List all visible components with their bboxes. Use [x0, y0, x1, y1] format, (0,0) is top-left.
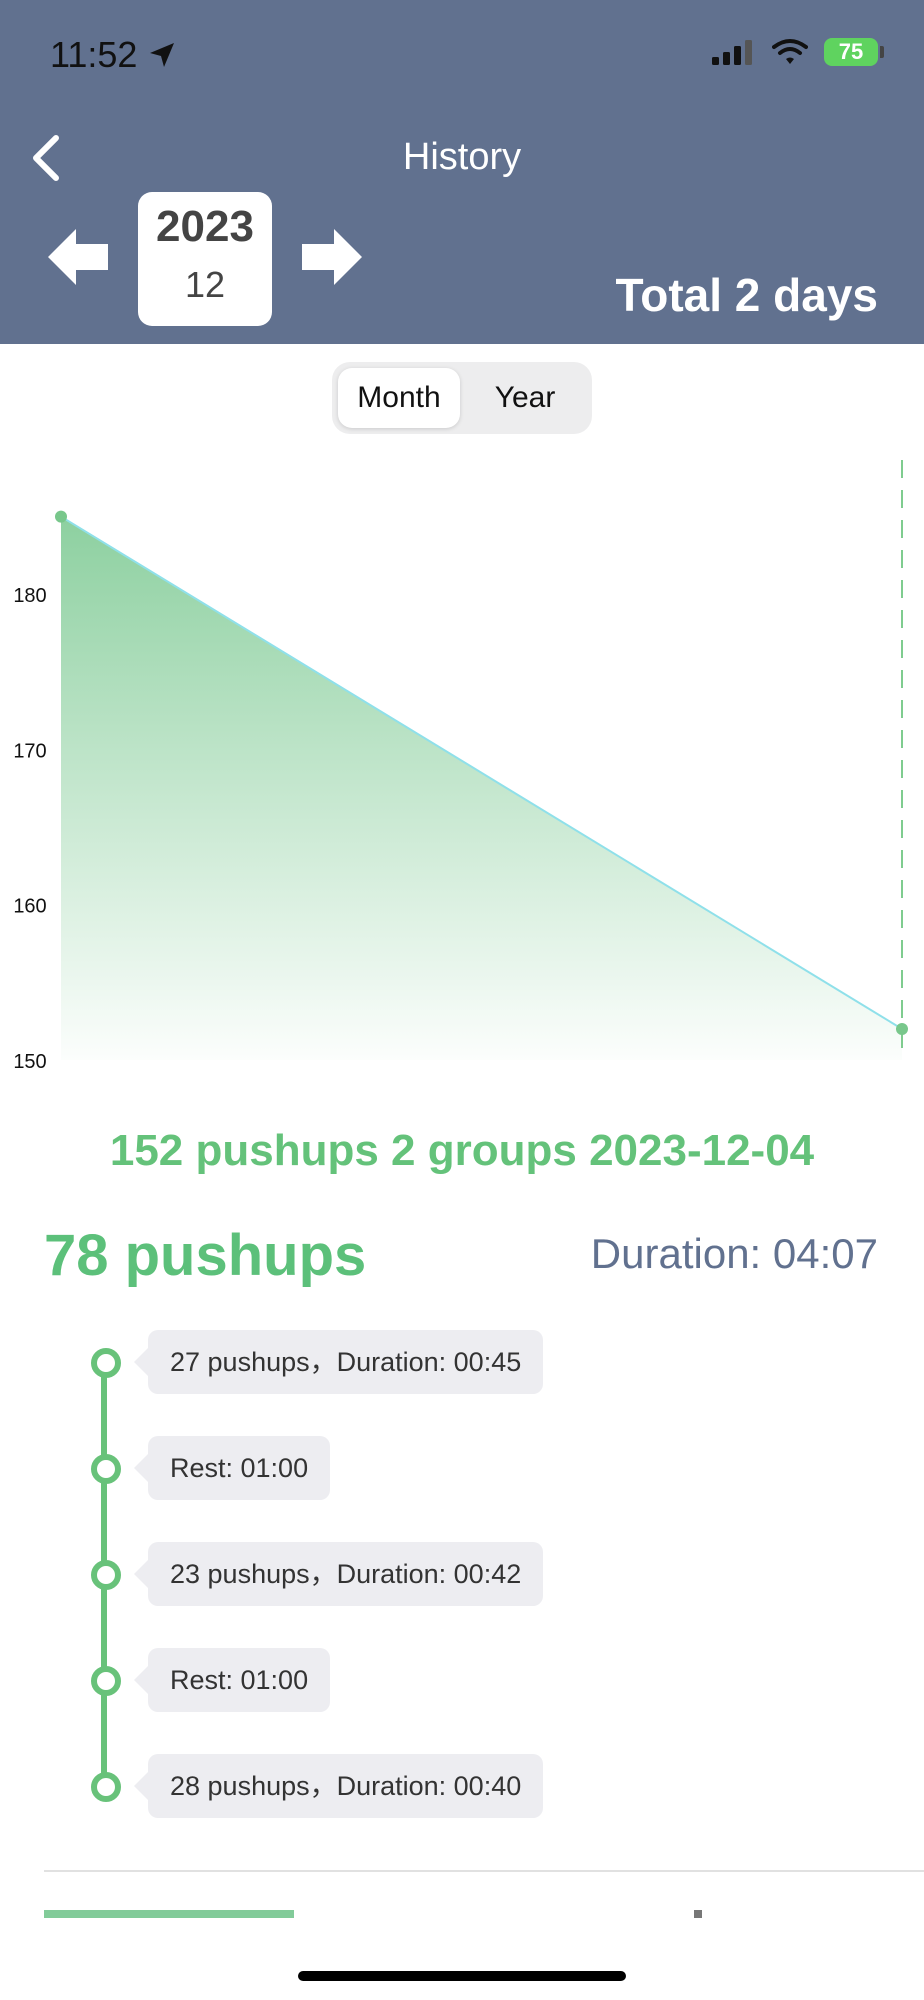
header: 11:52 75 History 2023 12 Tota	[0, 0, 924, 344]
selected-month: 12	[184, 264, 226, 305]
segment-month[interactable]: Month	[338, 368, 460, 428]
next-record-peek	[44, 1900, 924, 1928]
chart-point[interactable]	[55, 510, 67, 523]
battery-cap	[880, 46, 884, 58]
chart-area-fill	[61, 516, 902, 1060]
battery-level: 75	[824, 38, 878, 66]
timeline-dot	[91, 1666, 121, 1696]
total-days: Total 2 days	[615, 269, 878, 321]
selected-year: 2023	[156, 202, 254, 251]
next-record-title-fragment	[44, 1910, 294, 1918]
page-title: History	[402, 136, 522, 178]
timeline-entry: 23 pushups，Duration: 00:42	[133, 1542, 544, 1606]
battery-icon: 75	[824, 38, 884, 66]
timeline-dot	[91, 1560, 121, 1590]
date-selector[interactable]: 2023 12	[138, 192, 272, 326]
total-pushups: 78 pushups	[44, 1223, 367, 1288]
status-time: 11:52	[50, 34, 177, 76]
chart-point[interactable]	[896, 1022, 908, 1035]
chart-series-line	[60, 515, 903, 1030]
timeline-dot	[91, 1454, 121, 1484]
home-indicator	[298, 1971, 626, 1981]
y-tick-label: 150	[13, 1051, 46, 1073]
wifi-icon	[772, 39, 808, 64]
back-chevron-icon[interactable]	[22, 130, 70, 186]
y-tick-label: 170	[13, 740, 46, 762]
status-icons: 75	[712, 38, 884, 66]
total-duration: Duration: 04:07	[590, 1230, 878, 1277]
timeline-entry: Rest: 01:00	[133, 1648, 331, 1712]
location-arrow-icon	[150, 43, 175, 67]
timeline-dot	[91, 1348, 121, 1378]
timeline-entry: 28 pushups，Duration: 00:40	[133, 1754, 544, 1818]
section-divider	[44, 1870, 924, 1872]
next-arrow-icon[interactable]	[300, 226, 362, 288]
segment-year[interactable]: Year	[494, 381, 556, 414]
y-tick-label: 180	[13, 585, 46, 607]
next-record-duration-fragment	[694, 1910, 702, 1918]
period-segmented-control: Month Year	[332, 362, 592, 434]
timeline-entry: 27 pushups，Duration: 00:45	[133, 1330, 544, 1394]
previous-arrow-icon[interactable]	[48, 226, 110, 288]
status-time-text: 11:52	[50, 34, 138, 75]
cellular-signal-icon	[712, 40, 752, 65]
selected-day-summary: 152 pushups 2 groups 2023-12-04	[109, 1126, 815, 1175]
timeline-entry: Rest: 01:00	[133, 1436, 331, 1500]
y-tick-label: 160	[13, 896, 46, 918]
pushups-area-chart[interactable]: 180 170 160 150	[0, 460, 924, 1080]
timeline-dot	[91, 1772, 121, 1802]
